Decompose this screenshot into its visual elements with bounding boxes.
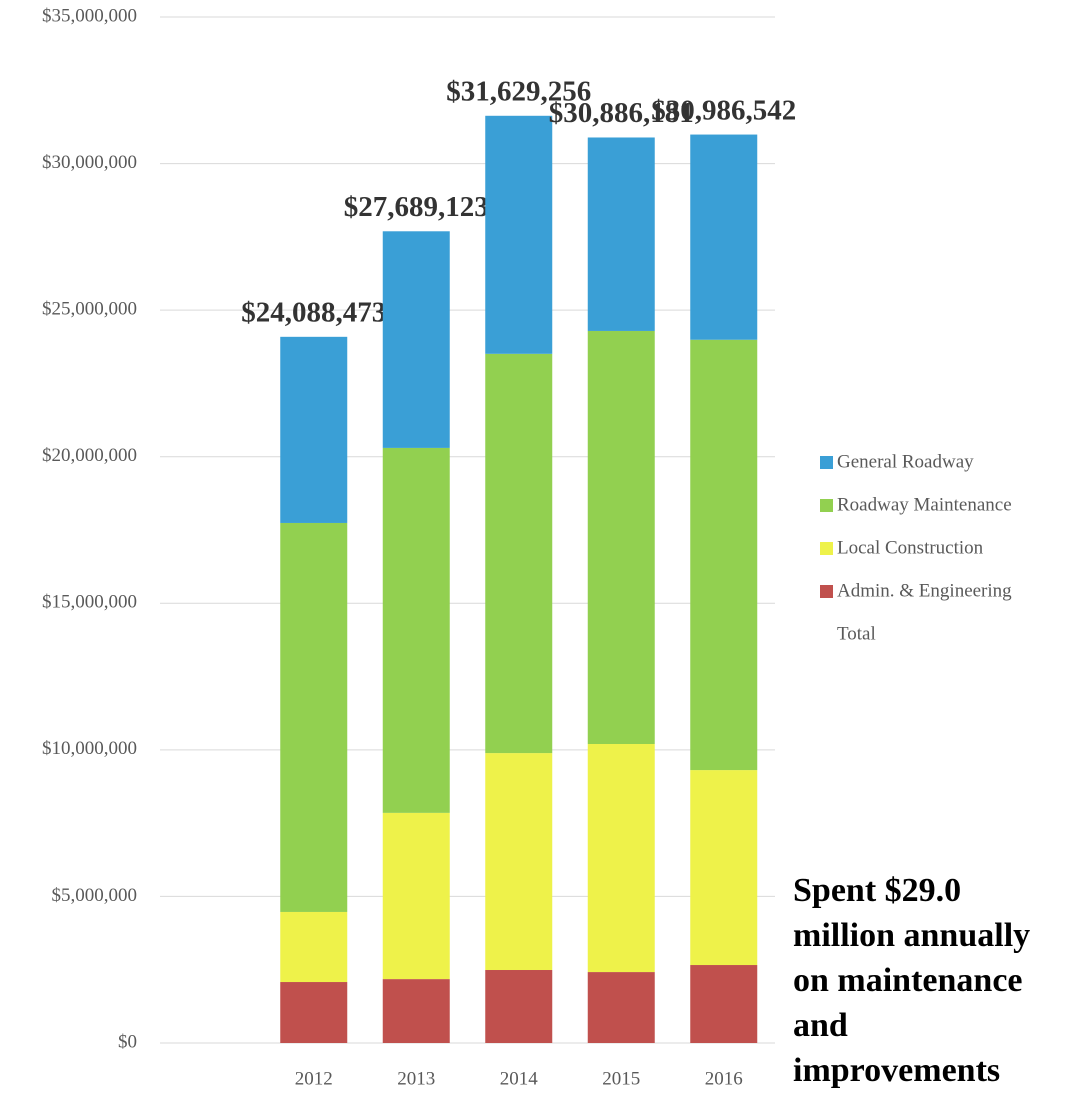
bar-segment: [280, 911, 348, 983]
y-tick-label: $20,000,000: [42, 445, 137, 466]
bar-segment: [382, 979, 450, 1043]
legend-label: Admin. & Engineering: [837, 580, 1012, 601]
y-tick-label: $35,000,000: [42, 5, 137, 26]
bar-segment: [382, 231, 450, 448]
bar-segment: [485, 753, 553, 971]
legend-marker: [820, 585, 833, 598]
y-tick-label: $15,000,000: [42, 592, 137, 613]
total-label: $30,886,181: [549, 97, 694, 129]
bar-segment: [485, 970, 553, 1043]
x-tick-label: 2014: [500, 1068, 539, 1089]
bar-segment: [690, 134, 758, 340]
bar-segment: [587, 972, 655, 1043]
bar-segment: [690, 770, 758, 966]
legend-marker: [820, 499, 833, 512]
total-label: $24,088,473: [241, 297, 386, 329]
legend-label: Total: [837, 623, 876, 644]
bar-segment: [690, 339, 758, 771]
bar-segment: [280, 982, 348, 1043]
legend-label: General Roadway: [837, 451, 974, 472]
annotation: Spent $29.0 million annually on maintena…: [793, 872, 1031, 1089]
legend-marker: [820, 456, 833, 469]
bar-segment: [587, 330, 655, 744]
bar-segment: [485, 353, 553, 754]
y-tick-label: $30,000,000: [42, 152, 137, 173]
x-tick-label: 2013: [397, 1068, 435, 1089]
bar-segment: [280, 522, 348, 912]
y-tick-label: $0: [118, 1031, 137, 1052]
bar-segment: [382, 812, 450, 980]
y-tick-label: $5,000,000: [52, 885, 138, 906]
total-label: $27,689,123: [344, 191, 489, 223]
bar-segment: [280, 336, 348, 523]
legend-label: Roadway Maintenance: [837, 494, 1012, 515]
x-tick-label: 2012: [295, 1068, 333, 1089]
total-label: $30,986,542: [651, 94, 796, 126]
y-tick-label: $10,000,000: [42, 738, 137, 759]
bar-segment: [587, 743, 655, 973]
bar-segment: [587, 137, 655, 331]
x-tick-label: 2015: [602, 1068, 640, 1089]
legend-marker: [820, 542, 833, 555]
x-tick-label: 2016: [705, 1068, 743, 1089]
bar-segment: [485, 115, 553, 354]
bar-segment: [690, 965, 758, 1043]
legend-label: Local Construction: [837, 537, 984, 558]
y-tick-label: $25,000,000: [42, 299, 137, 320]
bar-segment: [382, 447, 450, 813]
total-label: $31,629,256: [446, 75, 591, 107]
